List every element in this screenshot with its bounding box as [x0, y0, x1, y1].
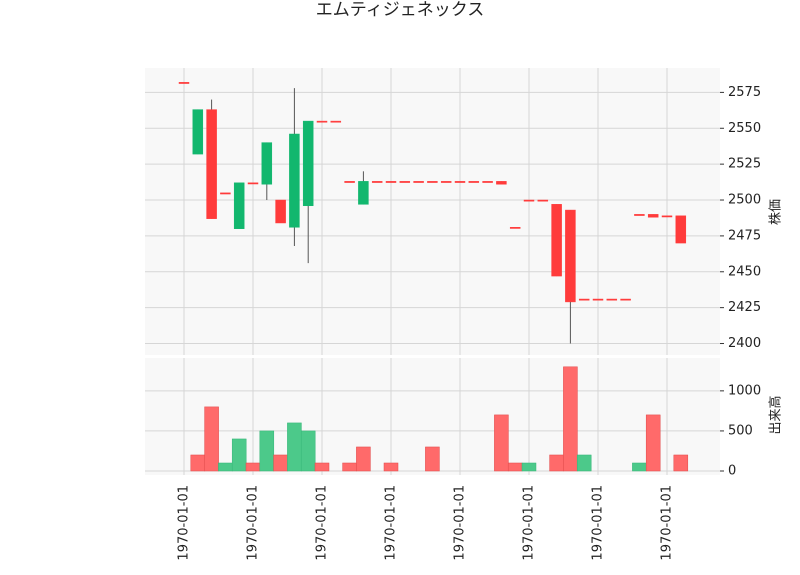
volume-bar: [507, 462, 523, 472]
candle-body: [661, 215, 673, 218]
candle-body: [289, 133, 300, 228]
candle-body: [620, 298, 631, 301]
volume-bar: [563, 366, 578, 472]
volume-bar: [576, 454, 592, 472]
candle-body: [178, 82, 190, 84]
candle-body: [578, 298, 590, 301]
volume-bar: [383, 462, 399, 472]
candle-body: [592, 298, 604, 301]
volume-bar: [231, 438, 247, 472]
candle-body: [440, 181, 452, 183]
y-axis-label: 株価: [769, 199, 784, 225]
candle-body: [496, 181, 507, 185]
candle-body: [551, 204, 562, 277]
candle-body: [523, 199, 535, 202]
candle-body: [413, 181, 424, 183]
candle-body: [233, 182, 245, 229]
candle-body: [358, 181, 369, 205]
candle-body: [468, 181, 480, 183]
candle-body: [427, 181, 438, 183]
candle-body: [371, 181, 383, 183]
price-panel: [145, 68, 720, 355]
volume-bar: [632, 462, 647, 472]
candle-body: [247, 182, 259, 185]
candle-body: [385, 181, 397, 183]
volume-bar: [673, 454, 689, 472]
x-tick-label: 1970-01-01: [384, 485, 399, 561]
candle-body: [565, 209, 576, 303]
volume-bar: [521, 462, 537, 472]
y-tick-label: 0: [728, 464, 736, 479]
candle-body: [454, 181, 466, 183]
x-tick-label: 1970-01-01: [591, 485, 606, 561]
volume-bar: [218, 462, 233, 472]
x-tick-label: 1970-01-01: [453, 485, 468, 561]
candle-body: [220, 192, 231, 195]
x-tick-label: 1970-01-01: [660, 485, 675, 561]
candle-body: [206, 109, 217, 219]
candle-body: [647, 214, 659, 218]
candle-body: [399, 181, 411, 183]
candle-body: [192, 109, 204, 155]
volume-bar: [356, 446, 371, 472]
candle-body: [606, 298, 618, 301]
volume-bar: [494, 414, 509, 472]
y-tick-label: 2500: [728, 193, 761, 208]
x-tick-label: 1970-01-01: [177, 485, 192, 561]
y-tick-label: 2550: [728, 121, 761, 136]
y-tick-label: 2450: [728, 264, 761, 279]
volume-bar: [300, 430, 316, 472]
candle-body: [634, 214, 645, 216]
y-tick-label: 2425: [728, 300, 761, 315]
volume-bar: [204, 406, 219, 472]
x-tick-label: 1970-01-01: [315, 485, 330, 561]
volume-bar: [549, 454, 564, 472]
chart-title: エムティジェネックス: [316, 0, 484, 20]
candle-body: [482, 181, 493, 183]
volume-bar: [273, 454, 288, 472]
volume-bar: [245, 462, 261, 472]
y-tick-label: 2400: [728, 336, 761, 351]
x-tick-label: 1970-01-01: [246, 485, 261, 561]
y-tick-label: 1000: [728, 383, 761, 398]
candle-body: [675, 215, 687, 244]
candle-body: [537, 199, 549, 202]
x-tick-label: 1970-01-01: [522, 485, 537, 561]
volume-bar: [342, 462, 357, 472]
candle-body: [261, 142, 273, 185]
volume-axis-label: 出来高: [768, 395, 784, 434]
volume-bar: [259, 430, 275, 472]
y-tick-label: 2475: [728, 228, 761, 243]
candle-body: [330, 120, 342, 123]
volume-bar: [425, 446, 440, 472]
candle-body: [275, 199, 286, 224]
candle-body: [302, 120, 314, 207]
volume-bar: [645, 414, 661, 472]
volume-bar: [314, 462, 330, 472]
volume-bar: [287, 422, 302, 472]
volume-bar: [190, 454, 206, 472]
candle-body: [509, 227, 521, 229]
y-tick-label: 2575: [728, 85, 761, 100]
y-tick-label: 500: [728, 423, 753, 438]
candle-body: [316, 120, 328, 123]
candle-body: [344, 181, 355, 183]
y-tick-label: 2525: [728, 157, 761, 172]
